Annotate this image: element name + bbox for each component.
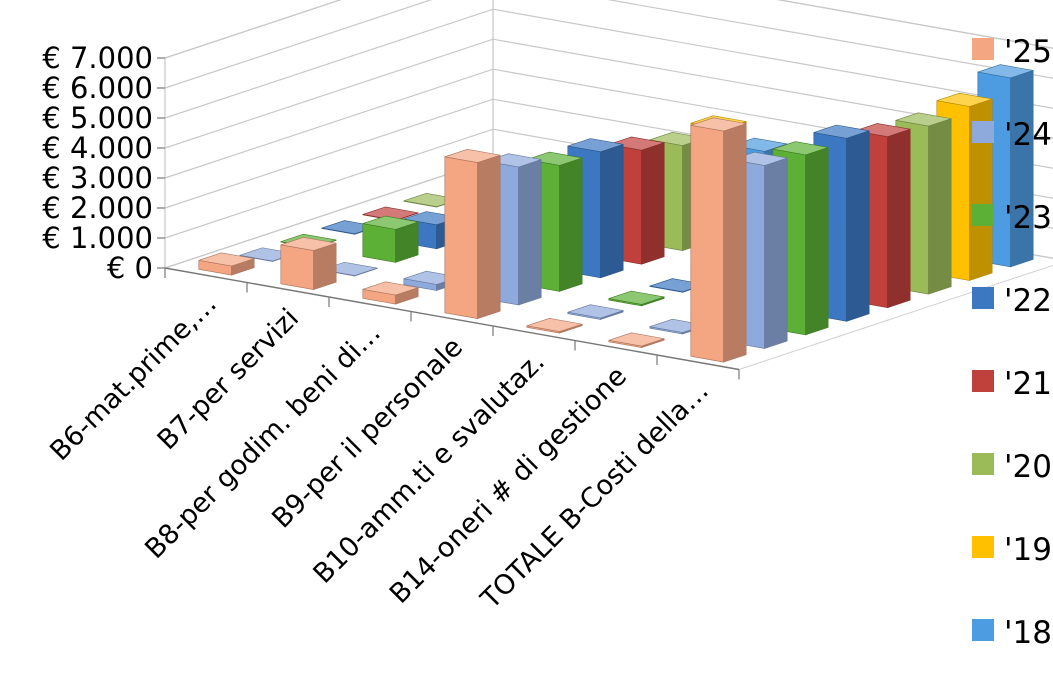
y-tick-label: € 7.000	[42, 41, 153, 75]
gridline	[164, 0, 1053, 89]
bar	[567, 304, 624, 320]
y-tick-label: € 4.000	[42, 131, 153, 165]
legend-swatch	[972, 536, 994, 558]
legend-label: '18	[1004, 615, 1052, 651]
x-tick-label: B9-per il personale	[266, 332, 469, 535]
legend-label: '25	[1004, 34, 1052, 70]
bar	[444, 149, 501, 320]
gridline	[164, 38, 1053, 149]
y-tick-label: € 6.000	[42, 71, 153, 105]
y-tick-label: € 1.000	[42, 221, 153, 255]
legend-item: '20	[972, 449, 1052, 485]
legend-label: '19	[1004, 532, 1052, 568]
legend-label: '23	[1004, 200, 1052, 236]
y-tick-label: € 2.000	[42, 191, 153, 225]
legend-swatch	[972, 204, 994, 226]
y-tick-label: € 3.000	[42, 161, 153, 195]
legend-item: '18	[972, 615, 1052, 651]
y-tick-label: € 0	[107, 251, 153, 285]
legend-swatch	[972, 453, 994, 475]
y-tick-label: € 5.000	[42, 101, 153, 135]
gridline	[164, 8, 1053, 119]
bar	[526, 318, 583, 334]
legend-item: '24	[972, 117, 1052, 153]
legend-label: '22	[1004, 283, 1052, 319]
legend-item: '19	[972, 532, 1052, 568]
x-axis-line	[164, 267, 740, 371]
legend-item: '25	[972, 34, 1052, 70]
legend: '25 '24 '23 '22 '21 '20 '19 '18	[972, 34, 1052, 651]
legend-item: '23	[972, 200, 1052, 236]
gridline	[164, 0, 1053, 59]
bar	[608, 332, 665, 349]
y-axis-ticks: € 0€ 1.000€ 2.000€ 3.000€ 4.000€ 5.000€ …	[42, 41, 165, 285]
legend-label: '21	[1004, 366, 1052, 402]
bar	[690, 117, 747, 363]
bar	[198, 252, 255, 276]
bar	[362, 281, 419, 305]
legend-item: '22	[972, 283, 1052, 319]
bar	[280, 237, 337, 291]
legend-swatch	[972, 370, 994, 392]
legend-swatch	[972, 619, 994, 641]
legend-label: '20	[1004, 449, 1052, 485]
legend-label: '24	[1004, 117, 1052, 153]
x-tick-label: B6-mat.prime,…	[44, 288, 223, 467]
bar	[608, 290, 665, 307]
bars	[198, 64, 1034, 363]
legend-swatch	[972, 287, 994, 309]
legend-swatch	[972, 121, 994, 143]
legend-swatch	[972, 38, 994, 60]
legend-item: '21	[972, 366, 1052, 402]
x-axis	[164, 267, 740, 380]
bar	[362, 215, 419, 263]
